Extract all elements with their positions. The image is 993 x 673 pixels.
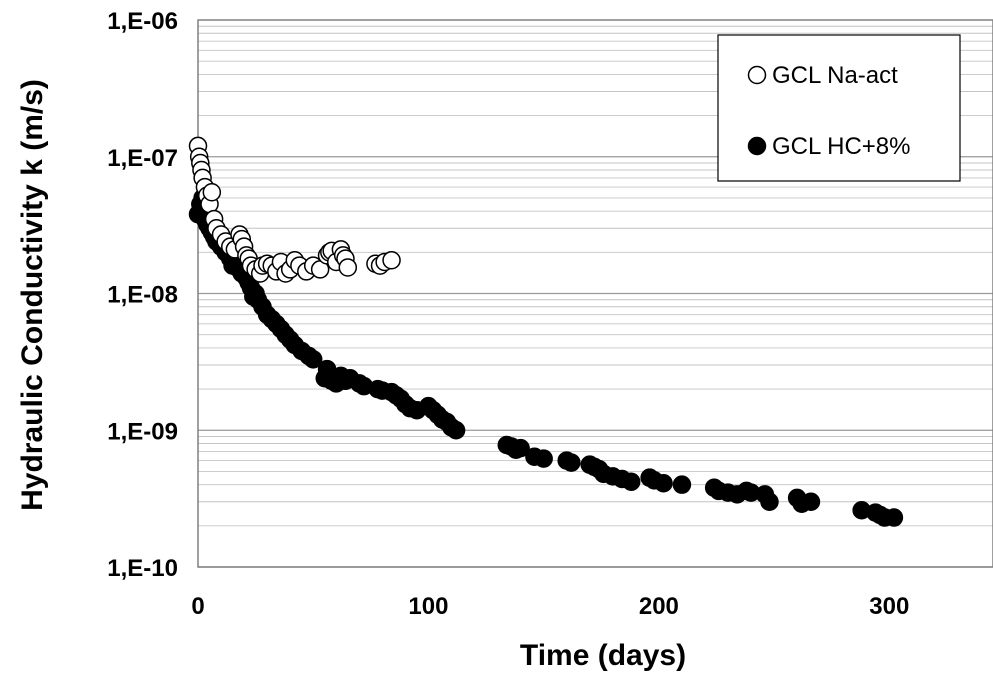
data-point xyxy=(534,449,553,468)
y-tick-label: 1,E-08 xyxy=(107,282,178,309)
data-point xyxy=(672,475,692,494)
data-point xyxy=(801,492,821,512)
legend-marker-na-act xyxy=(747,65,767,85)
data-point xyxy=(884,508,904,527)
data-point xyxy=(446,421,466,440)
data-point xyxy=(338,258,358,277)
series-gcl-na-act xyxy=(188,136,401,283)
data-point xyxy=(654,473,673,493)
data-point xyxy=(562,453,581,472)
y-tick-label: 1,E-09 xyxy=(107,418,178,445)
data-point xyxy=(382,251,401,270)
y-axis-ticks: 1,E-10 1,E-09 1,E-08 1,E-07 1,E-06 xyxy=(107,8,178,582)
series-gcl-hc-8 xyxy=(188,188,904,527)
legend-label-hc8: GCL HC+8% xyxy=(772,133,911,160)
y-tick-label: 1,E-06 xyxy=(107,8,178,35)
x-tick-label: 300 xyxy=(869,593,909,620)
x-axis-title: Time (days) xyxy=(520,639,686,672)
x-tick-label: 100 xyxy=(408,593,448,620)
data-point xyxy=(303,350,323,369)
legend-label-na-act: GCL Na-act xyxy=(772,62,898,89)
y-tick-label: 1,E-07 xyxy=(107,145,178,172)
data-point xyxy=(511,438,530,458)
plot-area xyxy=(197,19,993,568)
legend: GCL Na-act GCL HC+8% xyxy=(717,34,961,182)
data-point xyxy=(760,492,779,512)
legend-box xyxy=(717,34,961,182)
data-point xyxy=(621,472,641,492)
x-tick-label: 0 xyxy=(191,593,204,620)
y-tick-label: 1,E-10 xyxy=(107,555,178,582)
data-points xyxy=(188,136,904,527)
legend-marker-hc8 xyxy=(747,136,767,156)
y-axis-title: Hydraulic Conductivity k (m/s) xyxy=(16,79,49,511)
x-tick-label: 200 xyxy=(639,593,679,620)
data-point xyxy=(202,183,222,202)
x-axis-ticks: 0 100 200 300 xyxy=(191,593,909,620)
